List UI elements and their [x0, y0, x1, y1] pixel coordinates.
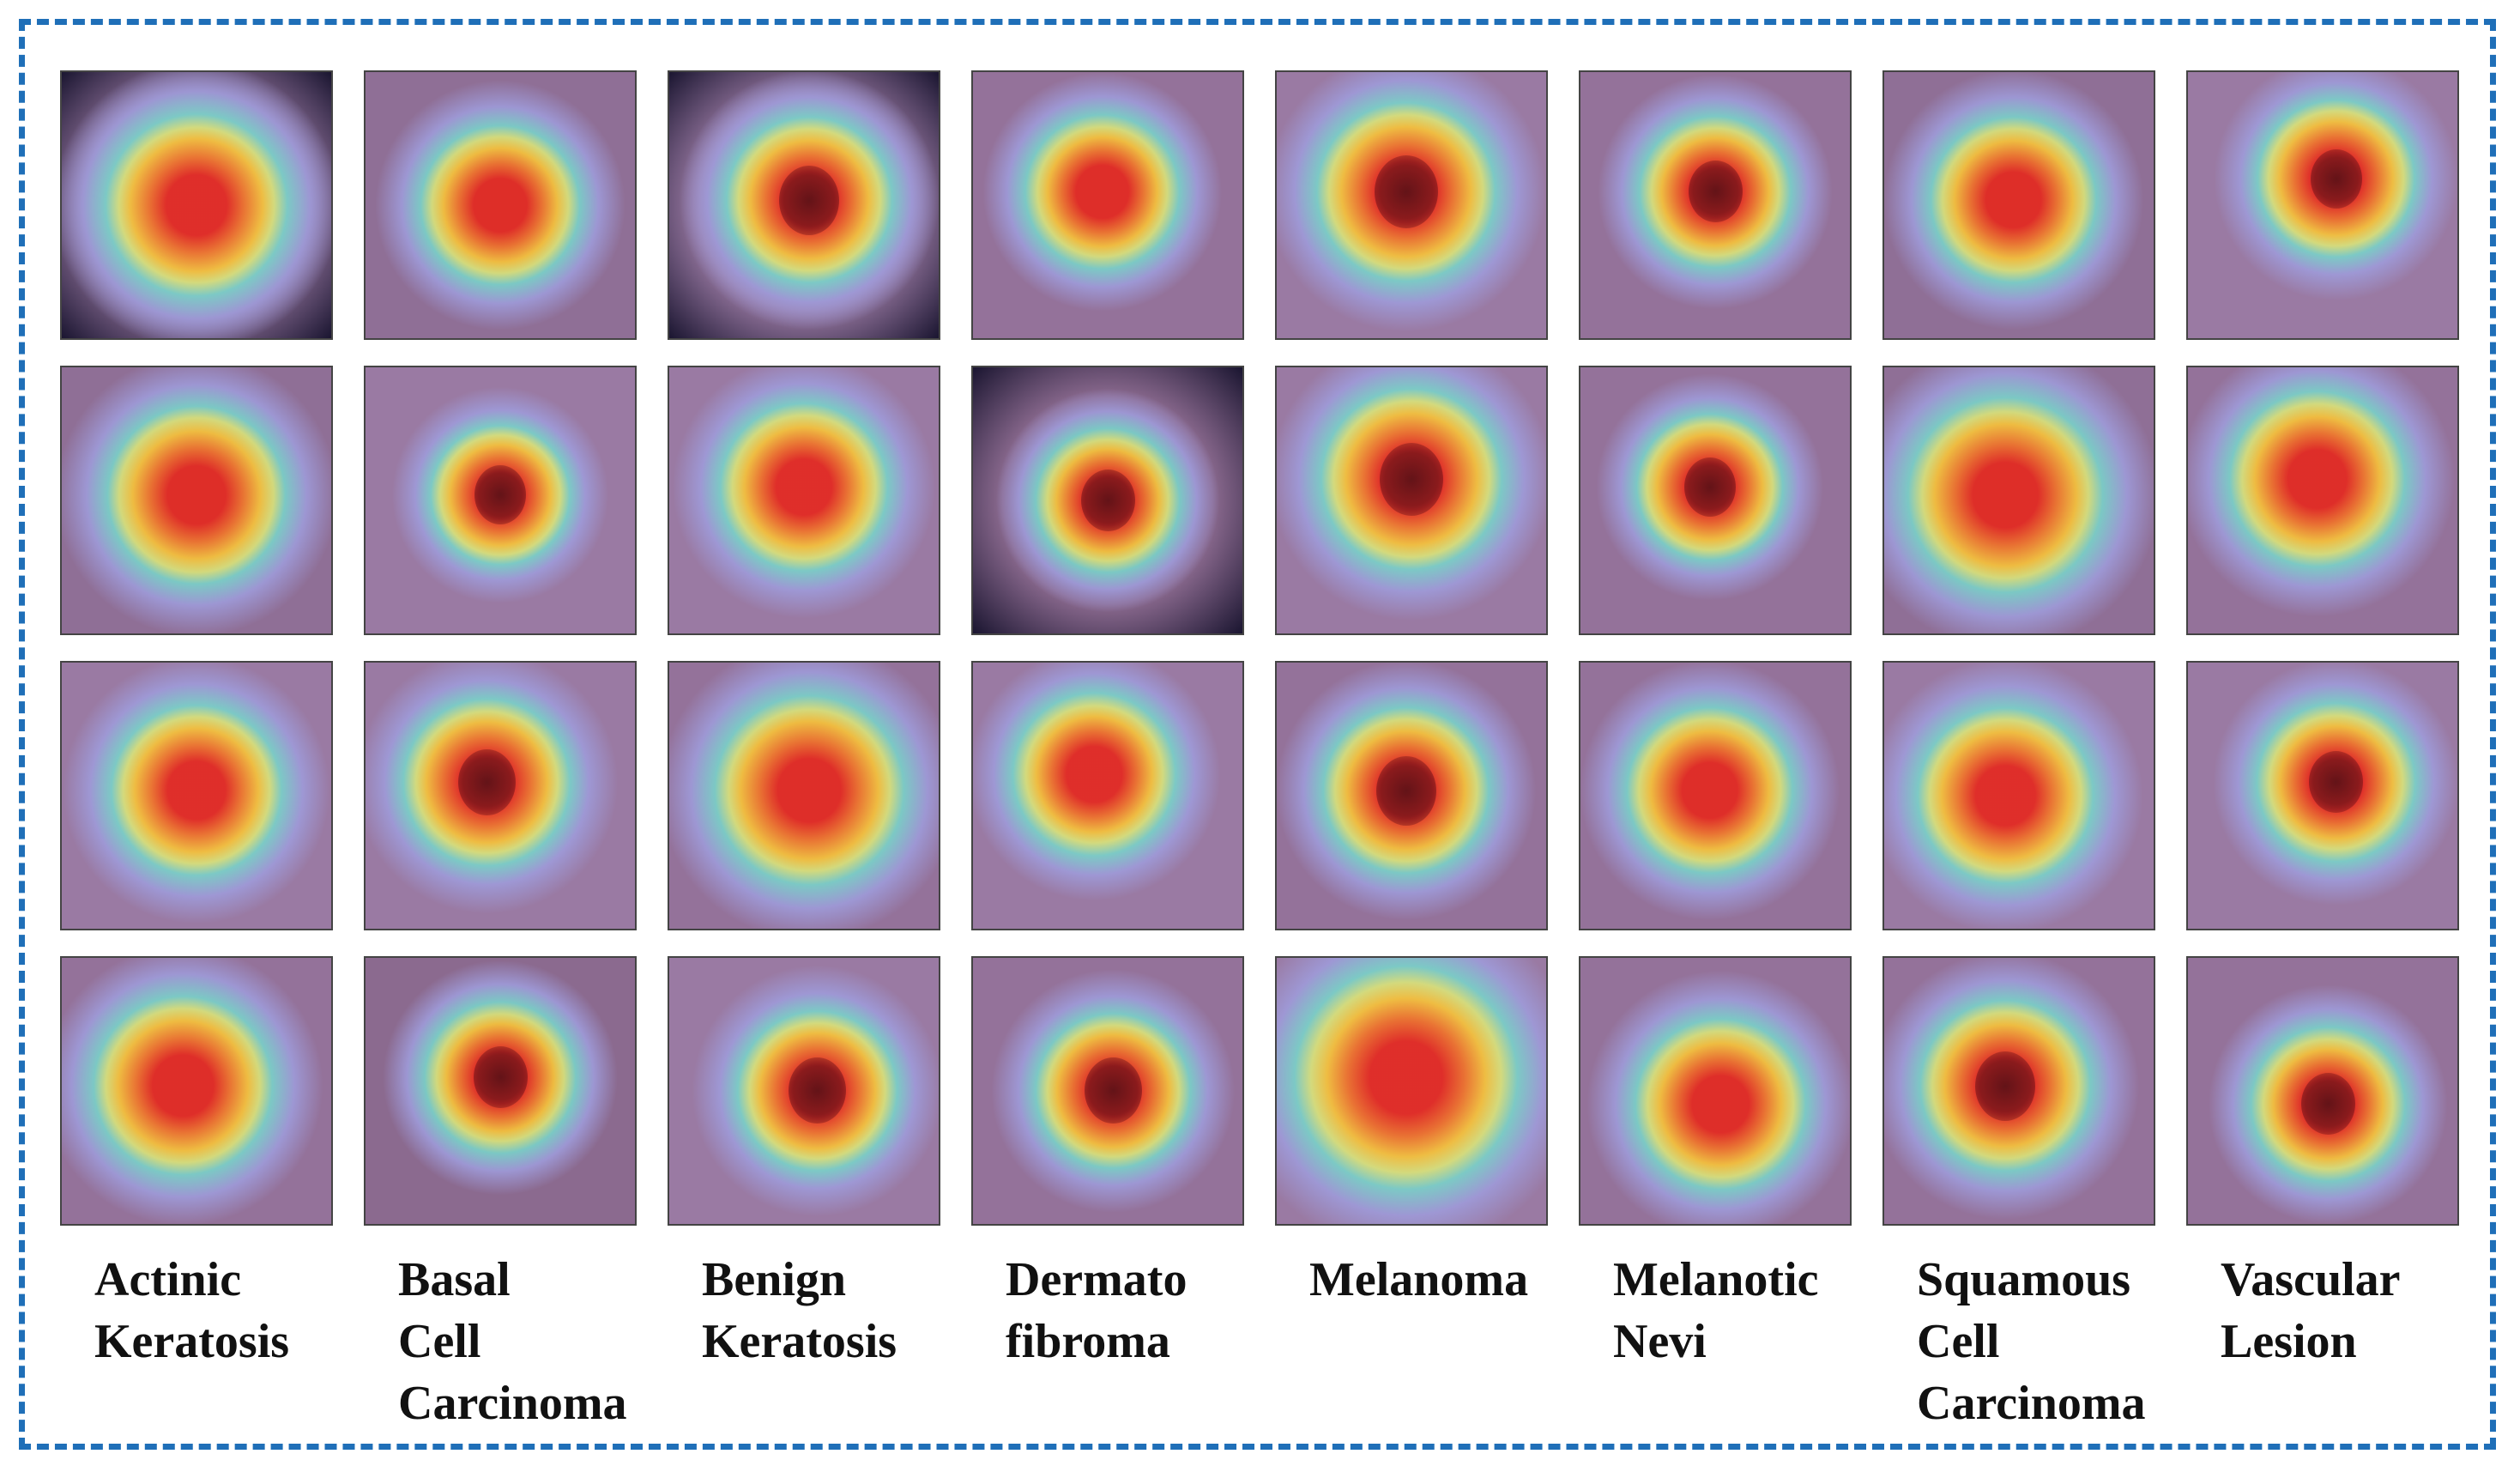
lesion-spot: [2310, 148, 2362, 209]
lesion-spot: [457, 748, 516, 815]
heatmap-tile: [364, 661, 637, 930]
heatmap-tile: [971, 366, 1244, 635]
heatmap-tile: [60, 956, 333, 1226]
class-label-line: Melanoma: [1309, 1253, 1529, 1306]
heatmap-image-grid: [60, 70, 2459, 1226]
dashed-border-frame: [19, 19, 2496, 1450]
class-label-line: Nevi: [1613, 1315, 1707, 1368]
attention-heatmap: [973, 72, 1242, 338]
heatmap-tile: [668, 70, 940, 340]
class-labels-row: Actinic Keratosis Basal Cell Carcinoma Benign…: [60, 1249, 2490, 1434]
heatmap-tile: [668, 661, 940, 930]
lesion-spot: [1080, 469, 1135, 531]
heatmap-tile: [60, 366, 333, 635]
attention-heatmap: [1580, 958, 1850, 1224]
class-label-1: Basal Cell Carcinoma: [364, 1249, 668, 1434]
heatmap-tile: [1882, 366, 2155, 635]
attention-heatmap: [62, 367, 331, 633]
class-label-line: Cell: [398, 1315, 481, 1368]
class-label-5: Melanotic Nevi: [1579, 1249, 1882, 1434]
heatmap-tile: [668, 956, 940, 1226]
class-label-line: Carcinoma: [1917, 1377, 2146, 1430]
attention-heatmap: [62, 72, 331, 338]
attention-heatmap: [1884, 663, 2154, 929]
heatmap-tile: [1275, 956, 1548, 1226]
heatmap-tile: [2186, 661, 2459, 930]
attention-heatmap: [2188, 367, 2457, 633]
attention-heatmap: [62, 958, 331, 1224]
attention-heatmap: [2188, 72, 2457, 338]
lesion-spot: [1975, 1051, 2036, 1121]
heatmap-tile: [971, 70, 1244, 340]
heatmap-tile: [364, 956, 637, 1226]
attention-heatmap: [366, 72, 635, 338]
class-label-line: Keratosis: [702, 1315, 897, 1368]
class-label-line: Lesion: [2221, 1315, 2357, 1368]
class-label-0: Actinic Keratosis: [60, 1249, 364, 1434]
heatmap-tile: [364, 70, 637, 340]
heatmap-tile: [668, 366, 940, 635]
lesion-spot: [473, 1046, 528, 1109]
heatmap-tile: [1882, 956, 2155, 1226]
heatmap-tile: [1579, 70, 1852, 340]
attention-heatmap: [1277, 958, 1546, 1224]
class-label-line: Carcinoma: [398, 1377, 627, 1430]
class-label-line: Actinic: [94, 1253, 242, 1306]
lesion-spot: [789, 1057, 847, 1124]
attention-heatmap: [1884, 367, 2154, 633]
lesion-spot: [1683, 457, 1736, 517]
heatmap-tile: [971, 661, 1244, 930]
lesion-spot: [474, 465, 526, 525]
heatmap-tile: [1579, 956, 1852, 1226]
lesion-spot: [779, 165, 840, 235]
attention-heatmap: [1884, 72, 2154, 338]
attention-heatmap: [62, 663, 331, 929]
heatmap-tile: [1882, 661, 2155, 930]
class-label-2: Benign Keratosis: [668, 1249, 971, 1434]
class-label-7: Vascular Lesion: [2186, 1249, 2490, 1434]
heatmap-tile: [1579, 366, 1852, 635]
class-label-6: Squamous Cell Carcinoma: [1882, 1249, 2186, 1434]
class-label-line: Keratosis: [94, 1315, 290, 1368]
attention-heatmap: [973, 663, 1242, 929]
heatmap-tile: [971, 956, 1244, 1226]
class-label-line: Vascular: [2221, 1253, 2401, 1306]
attention-heatmap: [669, 367, 939, 633]
attention-heatmap: [669, 663, 939, 929]
heatmap-tile: [60, 661, 333, 930]
heatmap-tile: [2186, 366, 2459, 635]
class-label-line: Benign: [702, 1253, 847, 1306]
heatmap-tile: [1579, 661, 1852, 930]
attention-heatmap: [1580, 663, 1850, 929]
heatmap-tile: [364, 366, 637, 635]
heatmap-tile: [1275, 661, 1548, 930]
class-label-4: Melanoma: [1275, 1249, 1579, 1434]
lesion-spot: [1374, 154, 1438, 228]
lesion-spot: [1688, 161, 1743, 223]
class-label-line: Cell: [1917, 1315, 2000, 1368]
lesion-spot: [1084, 1057, 1142, 1124]
class-label-line: Squamous: [1917, 1253, 2131, 1306]
heatmap-tile: [60, 70, 333, 340]
lesion-spot: [1380, 442, 1443, 516]
lesion-spot: [1375, 755, 1436, 826]
heatmap-tile: [1275, 366, 1548, 635]
lesion-spot: [2300, 1073, 2355, 1136]
heatmap-tile: [2186, 70, 2459, 340]
heatmap-tile: [1275, 70, 1548, 340]
class-label-3: Dermato fibroma: [971, 1249, 1275, 1434]
heatmap-tile: [1882, 70, 2155, 340]
class-label-line: fibroma: [1006, 1315, 1170, 1368]
class-label-line: Basal: [398, 1253, 511, 1306]
class-label-line: Melanotic: [1613, 1253, 1819, 1306]
lesion-spot: [2309, 751, 2364, 814]
class-label-line: Dermato: [1006, 1253, 1187, 1306]
heatmap-tile: [2186, 956, 2459, 1226]
